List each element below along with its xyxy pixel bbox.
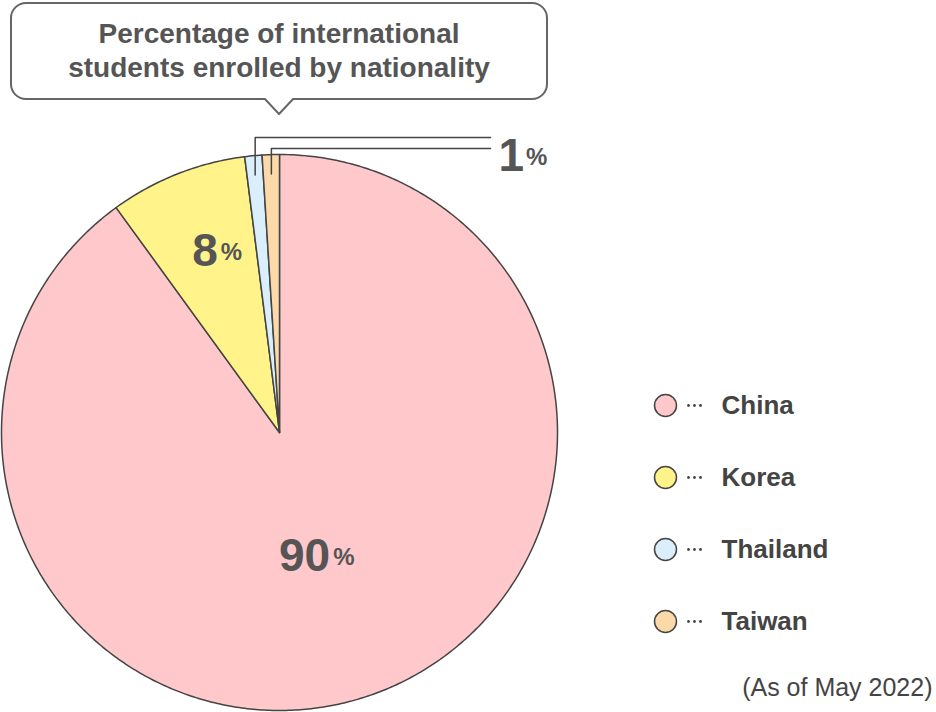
svg-text:Thailand: Thailand [722, 534, 829, 564]
svg-text:Korea: Korea [722, 462, 796, 492]
svg-text:1: 1 [499, 129, 525, 181]
svg-text:%: % [333, 543, 354, 570]
svg-text:China: China [722, 390, 795, 420]
svg-text:8: 8 [192, 224, 218, 276]
svg-text:%: % [221, 238, 242, 265]
svg-text:(As of May 2022): (As of May 2022) [742, 673, 932, 701]
svg-text:%: % [526, 143, 547, 170]
svg-text:Taiwan: Taiwan [722, 606, 808, 636]
svg-text:90: 90 [279, 529, 330, 581]
html-text:Percentage of international st: Percentage of international students enr… [68, 18, 490, 83]
